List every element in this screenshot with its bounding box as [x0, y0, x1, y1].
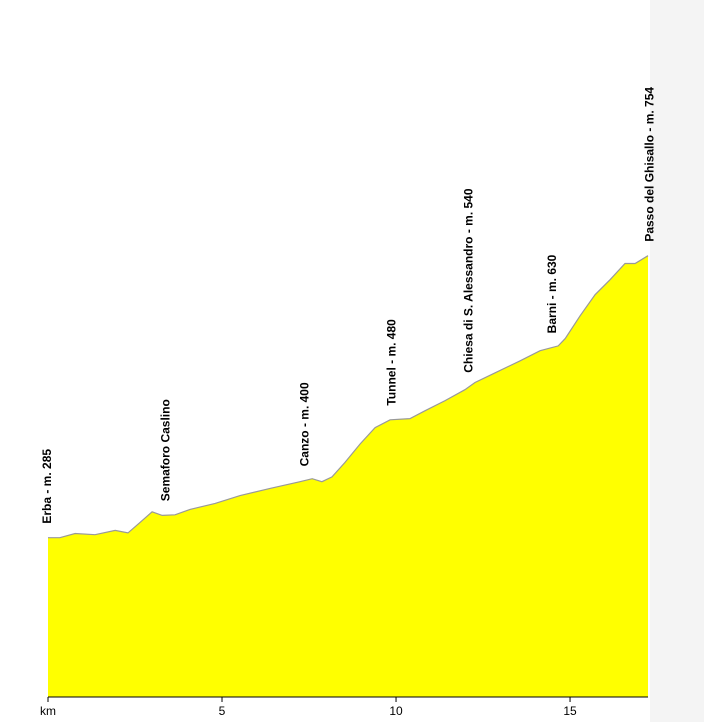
location-label: Passo del Ghisallo - m. 754 [642, 87, 656, 242]
x-tick-label: km [40, 704, 56, 718]
location-label: Chiesa di S. Alessandro - m. 540 [461, 188, 475, 373]
elevation-line [48, 255, 649, 539]
x-tick-label: 15 [563, 704, 577, 718]
location-label: Canzo - m. 400 [298, 382, 312, 466]
x-tick-label: 5 [219, 704, 226, 718]
side-strip [650, 0, 704, 722]
location-label: Barni - m. 630 [545, 254, 559, 333]
location-label: Tunnel - m. 480 [385, 319, 399, 406]
location-label: Erba - m. 285 [40, 449, 54, 524]
location-label: Semaforo Caslino [159, 399, 173, 501]
x-tick-label: 10 [389, 704, 403, 718]
elevation-area [48, 255, 648, 697]
